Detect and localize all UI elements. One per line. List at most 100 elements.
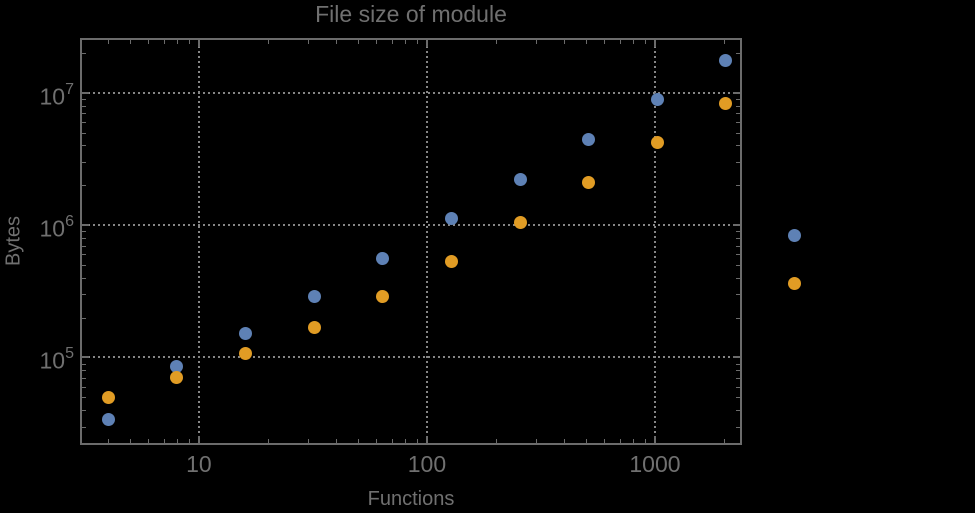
y-minor-tick (82, 294, 86, 296)
y-minor-tick (736, 98, 740, 100)
x-minor-tick (108, 40, 110, 44)
x-gridline (425, 41, 428, 442)
y-minor-tick (82, 98, 86, 100)
x-minor-tick (307, 40, 309, 44)
y-minor-tick (82, 397, 86, 399)
y-major-tick (733, 356, 740, 359)
x-minor-tick (176, 439, 178, 443)
y-tick-label: 106 (39, 213, 75, 242)
y-minor-tick (82, 161, 86, 163)
x-minor-tick (188, 40, 190, 44)
y-minor-tick (736, 245, 740, 247)
x-minor-tick (619, 439, 621, 443)
x-major-tick (425, 436, 428, 443)
data-point-series-blue (650, 93, 664, 107)
data-point-series-blue (719, 54, 733, 67)
y-minor-tick (736, 52, 740, 54)
y-major-tick (733, 224, 740, 227)
x-minor-tick (391, 40, 393, 44)
x-minor-tick (495, 40, 497, 44)
y-minor-tick (82, 132, 86, 134)
data-point-series-orange (376, 289, 390, 303)
y-major-tick (82, 224, 89, 227)
x-minor-tick (619, 40, 621, 44)
y-minor-tick (736, 277, 740, 279)
data-point-series-blue (513, 173, 527, 187)
y-minor-tick (736, 254, 740, 256)
x-minor-tick (130, 40, 132, 44)
x-minor-tick (358, 40, 360, 44)
x-minor-tick (535, 40, 537, 44)
x-minor-tick (564, 40, 566, 44)
y-minor-tick (82, 363, 86, 365)
chart-title: File size of module (315, 1, 507, 27)
y-minor-tick (736, 132, 740, 134)
y-minor-tick (82, 237, 86, 239)
data-point-series-orange (307, 320, 321, 334)
y-tick-label: 105 (39, 345, 75, 375)
x-minor-tick (632, 40, 634, 44)
y-minor-tick (736, 231, 740, 233)
y-minor-tick (736, 105, 740, 107)
y-minor-tick (82, 426, 86, 428)
y-minor-tick (82, 105, 86, 107)
x-minor-tick (632, 439, 634, 443)
x-minor-tick (644, 439, 646, 443)
y-minor-tick (736, 397, 740, 399)
data-point-series-orange (444, 254, 458, 268)
y-minor-tick (736, 161, 740, 163)
x-major-tick (197, 436, 200, 443)
plot-frame (80, 38, 742, 445)
y-minor-tick (82, 254, 86, 256)
x-minor-tick (148, 439, 150, 443)
x-minor-tick (416, 439, 418, 443)
x-minor-tick (723, 439, 725, 443)
y-minor-tick (82, 185, 86, 187)
y-minor-tick (736, 426, 740, 428)
x-gridline (653, 41, 656, 442)
data-point-series-orange (788, 276, 802, 290)
x-tick-label: 100 (407, 451, 447, 477)
data-point-series-orange (170, 371, 184, 385)
x-minor-tick (188, 439, 190, 443)
y-gridline (83, 356, 739, 359)
x-minor-tick (404, 439, 406, 443)
data-point-series-orange (513, 215, 527, 229)
x-minor-tick (586, 439, 588, 443)
data-point-series-orange (238, 347, 252, 361)
y-minor-tick (82, 231, 86, 233)
y-minor-tick (736, 122, 740, 124)
x-minor-tick (148, 40, 150, 44)
y-minor-tick (736, 185, 740, 187)
x-minor-tick (564, 439, 566, 443)
y-minor-tick (82, 245, 86, 247)
data-point-series-blue (376, 251, 390, 265)
y-minor-tick (82, 370, 86, 372)
x-minor-tick (376, 439, 378, 443)
y-gridline (83, 224, 739, 227)
data-point-series-orange (719, 97, 733, 111)
x-minor-tick (130, 439, 132, 443)
y-minor-tick (736, 145, 740, 147)
y-minor-tick (736, 237, 740, 239)
x-major-tick (653, 40, 656, 47)
y-tick-label: 107 (39, 80, 75, 110)
data-point-series-blue (444, 211, 458, 225)
y-minor-tick (736, 294, 740, 296)
x-minor-tick (358, 439, 360, 443)
y-minor-tick (736, 377, 740, 379)
data-point-series-orange (650, 136, 664, 150)
y-minor-tick (82, 52, 86, 54)
x-minor-tick (163, 40, 165, 44)
x-minor-tick (391, 439, 393, 443)
y-major-tick (733, 91, 740, 94)
x-gridline (197, 41, 200, 442)
x-minor-tick (604, 439, 606, 443)
y-minor-tick (82, 277, 86, 279)
y-minor-tick (82, 113, 86, 115)
x-minor-tick (267, 439, 269, 443)
y-minor-tick (82, 264, 86, 266)
data-point-series-orange (101, 390, 115, 404)
x-tick-label: 1000 (629, 451, 681, 477)
